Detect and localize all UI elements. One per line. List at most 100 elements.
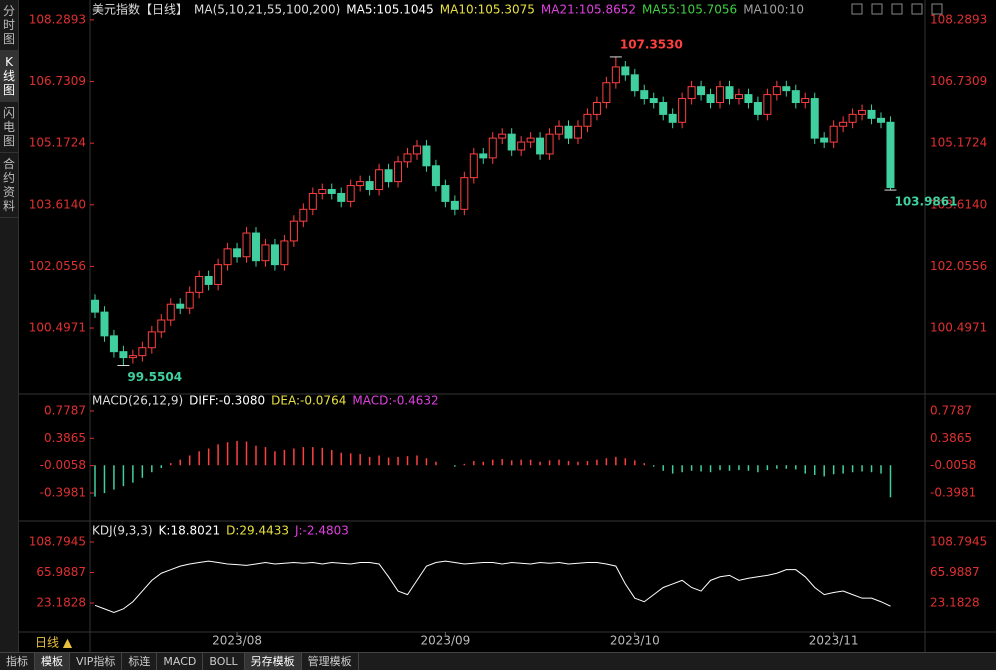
- tab[interactable]: BOLL: [203, 653, 245, 670]
- candle-body: [488, 137, 497, 159]
- period-label: 日线 ▲: [35, 636, 73, 650]
- candle-body: [157, 319, 166, 333]
- candle-body: [839, 121, 848, 127]
- candle-body: [678, 98, 687, 123]
- legend-entry: MA10:105.3075: [440, 3, 535, 17]
- candle-body: [365, 181, 374, 191]
- candle-body: [176, 303, 185, 309]
- candle-body: [356, 181, 365, 187]
- candle-body: [829, 125, 838, 143]
- tab[interactable]: 管理模板: [302, 653, 359, 670]
- icon[interactable]: [911, 3, 923, 15]
- candle-body: [526, 137, 535, 143]
- candle-body: [109, 335, 118, 353]
- candle-body: [867, 109, 876, 119]
- candle-body: [91, 299, 99, 313]
- candle-body: [858, 109, 867, 115]
- candle-body: [147, 331, 156, 349]
- candle-body: [204, 276, 213, 285]
- candle-body: [185, 291, 194, 309]
- y-tick-label: 0.3865: [930, 431, 972, 445]
- tab[interactable]: 指标: [0, 653, 35, 670]
- candle-body: [564, 125, 573, 139]
- candle-body: [375, 169, 384, 191]
- candle-body: [422, 145, 431, 167]
- y-tick-label: 108.7945: [930, 535, 987, 549]
- candle-body: [611, 66, 620, 84]
- candle-body: [697, 86, 706, 96]
- candle-body: [782, 86, 791, 92]
- candle-body: [602, 82, 611, 104]
- tab[interactable]: VIP指标: [70, 653, 123, 670]
- candle-body: [886, 121, 895, 189]
- legend-entry: MA21:105.8652: [541, 3, 636, 17]
- tab[interactable]: 标连: [122, 653, 158, 670]
- tab[interactable]: 模板: [35, 653, 70, 670]
- y-tick-label: -0.0058: [40, 458, 86, 472]
- candle-body: [280, 240, 289, 266]
- side-tab[interactable]: 合约资料: [0, 153, 18, 218]
- candle-body: [261, 244, 270, 262]
- candle-body: [384, 169, 393, 183]
- y-tick-label: 108.2893: [930, 12, 987, 26]
- y-tick-label: 105.1724: [930, 136, 987, 150]
- background: [18, 0, 996, 652]
- candle-body: [233, 248, 242, 258]
- candle-body: [725, 86, 734, 100]
- side-tab[interactable]: K线图: [0, 51, 18, 102]
- legend-entry: D:29.4433: [226, 524, 289, 538]
- candle-body: [716, 86, 725, 104]
- candle-body: [583, 113, 592, 127]
- candle-body: [166, 303, 175, 321]
- side-tab[interactable]: 闪电图: [0, 102, 18, 153]
- candle-body: [649, 98, 658, 104]
- candle-body: [214, 264, 223, 285]
- y-tick-label: 23.1828: [930, 596, 980, 610]
- candle-body: [536, 137, 545, 155]
- candle-body: [412, 145, 421, 155]
- candle-body: [744, 94, 753, 104]
- side-tab[interactable]: 分时图: [0, 0, 18, 51]
- candle-body: [337, 192, 346, 202]
- candle-body: [242, 232, 251, 258]
- y-tick-label: -0.0058: [930, 458, 976, 472]
- candle-body: [801, 98, 810, 104]
- candle-body: [507, 133, 516, 151]
- candle-body: [195, 276, 204, 293]
- icon[interactable]: [871, 3, 883, 15]
- candle-body: [498, 133, 507, 139]
- tab[interactable]: MACD: [157, 653, 204, 670]
- y-tick-label: 103.6140: [29, 197, 86, 211]
- y-tick-label: 100.4971: [29, 321, 86, 335]
- candle-body: [251, 232, 260, 262]
- legend-entry: MA55:105.7056: [642, 3, 737, 17]
- y-tick-label: 100.4971: [930, 321, 987, 335]
- y-tick-label: 0.7787: [930, 403, 972, 417]
- y-tick-label: 102.0556: [930, 259, 987, 273]
- y-tick-label: 65.9887: [36, 565, 86, 579]
- candle-body: [223, 248, 232, 266]
- legend-entry: MA5:105.1045: [346, 3, 434, 17]
- icon[interactable]: [851, 3, 863, 15]
- candle-body: [346, 185, 355, 202]
- icon[interactable]: [931, 3, 943, 15]
- legend-entry: MACD:-0.4632: [352, 394, 438, 408]
- candle-body: [621, 66, 630, 76]
- candle-body: [820, 137, 829, 143]
- candle-body: [270, 244, 279, 266]
- candle-body: [772, 86, 781, 96]
- y-tick-label: 23.1828: [36, 596, 86, 610]
- candle-body: [753, 102, 762, 115]
- y-tick-label: -0.3981: [40, 485, 86, 499]
- icon[interactable]: [891, 3, 903, 15]
- candle-body: [394, 161, 403, 183]
- candle-body: [469, 153, 478, 179]
- candle-body: [460, 177, 469, 210]
- y-tick-label: 108.2893: [29, 12, 86, 26]
- candle-body: [592, 102, 601, 115]
- y-tick-label: 0.3865: [44, 431, 86, 445]
- candle-body: [327, 189, 336, 194]
- tab[interactable]: 另存模板: [244, 653, 302, 670]
